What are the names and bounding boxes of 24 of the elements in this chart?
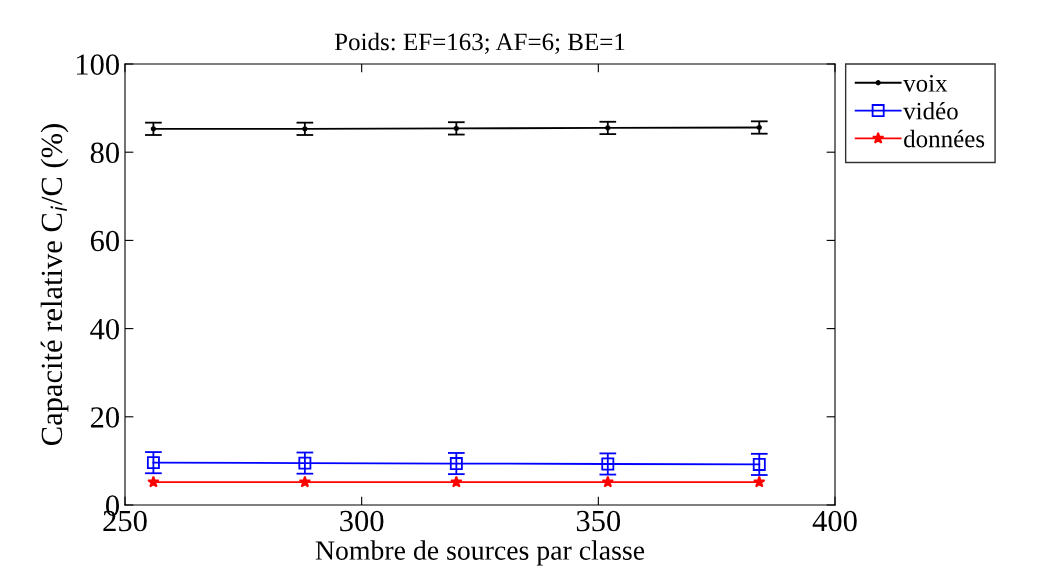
y-tick-label: 60 bbox=[90, 230, 119, 252]
x-tick-label: 350 bbox=[576, 510, 621, 532]
y-axis-title: Capacité relative C$_{i}$/C (%) bbox=[40, 124, 69, 446]
point bbox=[601, 457, 615, 471]
x-tick-label: 400 bbox=[812, 510, 857, 532]
x-tick-label: 300 bbox=[340, 510, 384, 532]
legend-label: vidéo bbox=[903, 101, 958, 120]
point bbox=[601, 475, 614, 488]
point bbox=[450, 475, 463, 488]
point bbox=[147, 475, 160, 488]
y-tick-label: 100 bbox=[76, 54, 119, 75]
point bbox=[752, 457, 766, 471]
point bbox=[298, 456, 312, 470]
legend-label: voix bbox=[903, 74, 948, 92]
point bbox=[146, 456, 160, 470]
legend-label: données bbox=[904, 129, 985, 148]
point bbox=[298, 475, 312, 488]
y-tick-label: 80 bbox=[90, 142, 119, 164]
x-axis-title: Nombre de sources par classe bbox=[315, 540, 645, 566]
chart-title: Poids: EF=163; AF=6; BE=1 bbox=[334, 32, 625, 54]
point bbox=[753, 475, 766, 488]
y-tick-label: 40 bbox=[90, 318, 119, 340]
y-tick-label: 20 bbox=[90, 407, 119, 428]
point bbox=[449, 457, 463, 471]
